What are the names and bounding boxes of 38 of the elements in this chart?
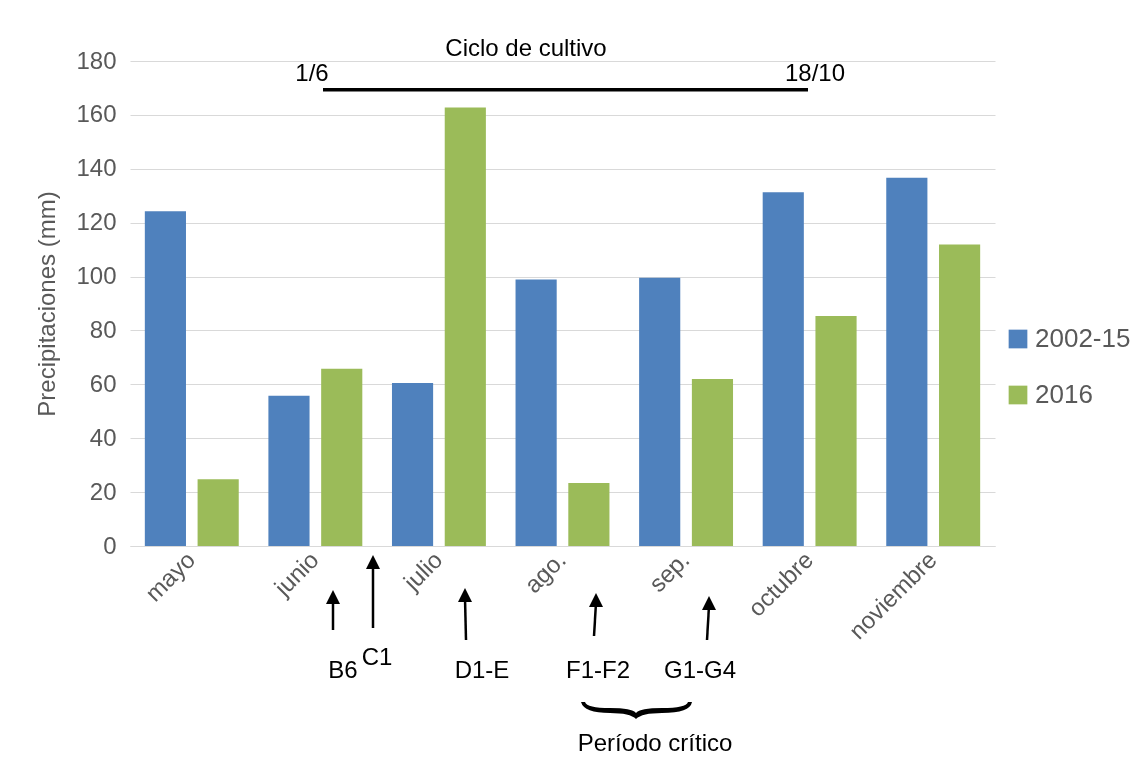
text: F1-F2 (565, 656, 631, 684)
y-tick-label: 180 (76, 46, 117, 74)
y-tick-label: 120 (76, 208, 117, 236)
y-tick-label: 160 (76, 100, 117, 128)
text: Ciclo de cultivo (445, 34, 607, 62)
y-axis-title: Precipitaciones (mm) (33, 191, 61, 417)
bar (321, 368, 363, 546)
y-tick-label: 20 (89, 477, 117, 505)
legend-label: 2016 (1035, 379, 1093, 409)
annotation: 1/6 (295, 59, 329, 87)
y-tick-label: 60 (89, 369, 117, 397)
y-tick-label: 140 (76, 154, 117, 182)
bar (197, 479, 239, 546)
bar (939, 244, 981, 546)
bar (691, 378, 734, 546)
x-tick-label: ago. (518, 545, 571, 599)
bar (815, 315, 857, 546)
y-tick-label: 80 (89, 315, 117, 343)
text: G1-G4 (663, 656, 737, 684)
text: B6 (328, 656, 358, 684)
bar (444, 107, 486, 546)
bar (268, 395, 310, 546)
bar (391, 382, 434, 546)
y-tick-label: 40 (89, 423, 117, 451)
text: C1 (361, 643, 393, 671)
bar (762, 192, 804, 546)
annotation: 18/10 (784, 59, 846, 87)
bar (515, 279, 557, 546)
bar (639, 277, 681, 546)
x-tick-label: sep. (643, 545, 695, 598)
bar (886, 177, 928, 546)
y-tick-label: 100 (76, 262, 117, 290)
legend-label: 2002-15 (1035, 323, 1131, 353)
text: Período crítico (577, 729, 733, 757)
bar (144, 211, 186, 546)
bar (568, 482, 610, 546)
text: D1-E (454, 656, 510, 684)
y-tick-label: 0 (103, 531, 117, 559)
